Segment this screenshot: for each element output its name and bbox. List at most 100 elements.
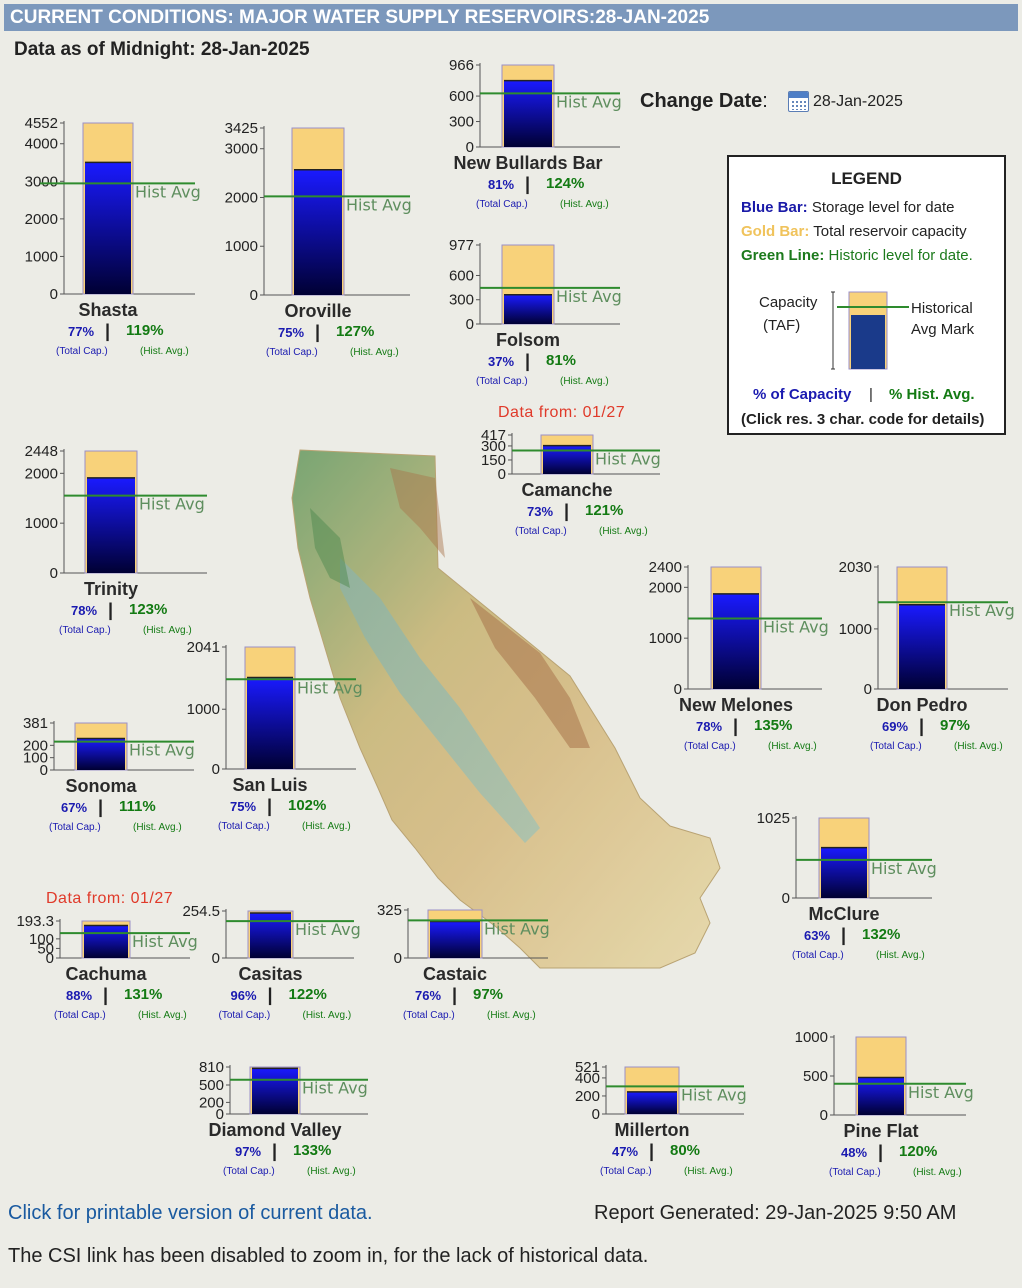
don-pedro-tick-label: 0 bbox=[864, 681, 872, 698]
casitas-hist-avg-sublabel: (Hist. Avg.) bbox=[302, 1010, 352, 1021]
san-luis-pct-capacity: 75% bbox=[230, 799, 257, 814]
legend-pct-capacity: % of Capacity bbox=[753, 386, 852, 403]
diamond-valley-name[interactable]: Diamond Valley bbox=[208, 1120, 342, 1140]
san-luis-storage-bar bbox=[247, 677, 293, 769]
sonoma-hist-avg-sublabel: (Hist. Avg.) bbox=[133, 822, 182, 833]
new-bullards-bar-hist-avg-label: Hist Avg bbox=[556, 92, 622, 111]
legend-hist-label-2: Avg Mark bbox=[911, 321, 975, 338]
san-luis-pct-separator: | bbox=[267, 796, 273, 816]
folsom-chart: 977 600 300 0 Hist Avg bbox=[449, 237, 622, 333]
pine-flat-tick-label: 0 bbox=[820, 1107, 828, 1124]
folsom-tick-label: 300 bbox=[449, 292, 474, 309]
camanche-tick-label: 150 bbox=[481, 452, 506, 469]
sonoma-name[interactable]: Sonoma bbox=[65, 776, 137, 796]
camanche-total-cap-label: (Total Cap.) bbox=[515, 526, 567, 537]
oroville-pct-hist-avg: 127% bbox=[336, 323, 375, 340]
sonoma-pct-separator: | bbox=[98, 797, 104, 817]
sonoma-pct-capacity: 67% bbox=[61, 800, 88, 815]
footer-note: The CSI link has been disabled to zoom i… bbox=[8, 1245, 649, 1267]
casitas-pct-capacity: 96% bbox=[230, 988, 257, 1003]
new-melones-name[interactable]: New Melones bbox=[678, 695, 794, 715]
central-valley bbox=[340, 558, 540, 843]
mcclure-tick-label: 1025 bbox=[757, 810, 790, 827]
castaic-tick-label: 0 bbox=[394, 950, 402, 967]
don-pedro-pct-separator: | bbox=[919, 716, 925, 736]
trinity-chart: 2448 2000 1000 0 Hist Avg bbox=[25, 443, 207, 582]
shasta-total-cap-label: (Total Cap.) bbox=[56, 346, 108, 357]
shasta-tick-label: 4552 bbox=[25, 115, 58, 132]
northern-mountains bbox=[390, 468, 445, 558]
diamond-valley-tick-label: 500 bbox=[199, 1077, 224, 1094]
castaic-pct-capacity: 76% bbox=[415, 988, 442, 1003]
millerton-hist-avg-sublabel: (Hist. Avg.) bbox=[684, 1166, 733, 1177]
pine-flat-pct-hist-avg: 120% bbox=[899, 1143, 938, 1160]
data-as-of: Data as of Midnight: 28-Jan-2025 bbox=[14, 39, 310, 60]
new-bullards-bar-hist-avg-sublabel: (Hist. Avg.) bbox=[560, 199, 609, 210]
new-bullards-bar-tick-label: 0 bbox=[466, 139, 474, 156]
cachuma-total-cap-label: (Total Cap.) bbox=[54, 1010, 106, 1021]
folsom-name[interactable]: Folsom bbox=[495, 330, 561, 350]
millerton-name[interactable]: Millerton bbox=[614, 1120, 690, 1140]
camanche-pct-separator: | bbox=[564, 501, 570, 521]
mcclure-pct-capacity: 63% bbox=[804, 928, 831, 943]
legend-gold-row: Gold Bar: Total reservoir capacity bbox=[741, 223, 967, 240]
trinity-hist-avg-label: Hist Avg bbox=[139, 495, 205, 514]
change-date-value[interactable]: 28-Jan-2025 bbox=[813, 93, 903, 110]
pine-flat-hist-avg-sublabel: (Hist. Avg.) bbox=[913, 1167, 962, 1178]
legend-capacity-label: Capacity bbox=[759, 294, 818, 311]
california-map bbox=[291, 449, 721, 969]
don-pedro-pct-hist-avg: 97% bbox=[940, 717, 971, 734]
castaic-storage-bar bbox=[430, 921, 480, 958]
san-luis-name[interactable]: San Luis bbox=[232, 775, 308, 795]
don-pedro-hist-avg-label: Hist Avg bbox=[949, 601, 1015, 620]
don-pedro-name[interactable]: Don Pedro bbox=[876, 695, 968, 715]
castaic-hist-avg-label: Hist Avg bbox=[484, 919, 550, 938]
oroville-tick-label: 1000 bbox=[225, 238, 258, 255]
new-bullards-bar-chart: 966 600 300 0 Hist Avg bbox=[449, 57, 622, 156]
shasta-name[interactable]: Shasta bbox=[78, 300, 138, 320]
mcclure-name[interactable]: McClure bbox=[808, 904, 880, 924]
millerton-tick-label: 0 bbox=[592, 1106, 600, 1123]
pine-flat-name[interactable]: Pine Flat bbox=[843, 1121, 919, 1141]
oroville-total-cap-label: (Total Cap.) bbox=[266, 347, 318, 358]
report-generated: Report Generated: 29-Jan-2025 9:50 AM bbox=[594, 1202, 957, 1224]
casitas-name[interactable]: Casitas bbox=[238, 964, 303, 984]
shasta-pct-hist-avg: 119% bbox=[126, 322, 164, 339]
folsom-pct-capacity: 37% bbox=[488, 354, 515, 369]
san-luis-chart: 2041 1000 0 Hist Avg bbox=[187, 639, 363, 778]
diamond-valley-hist-avg-label: Hist Avg bbox=[302, 1079, 368, 1098]
new-bullards-bar-tick-label: 600 bbox=[449, 88, 474, 105]
cachuma-pct-separator: | bbox=[103, 985, 109, 1005]
camanche-pct-capacity: 73% bbox=[527, 504, 554, 519]
new-melones-hist-avg-sublabel: (Hist. Avg.) bbox=[768, 741, 817, 752]
trinity-tick-label: 2000 bbox=[25, 465, 58, 482]
cachuma-pct-hist-avg: 131% bbox=[124, 986, 163, 1003]
legend-pct-hist: % Hist. Avg. bbox=[889, 386, 975, 403]
printable-version-link[interactable]: Click for printable version of current d… bbox=[8, 1202, 373, 1224]
castaic-name[interactable]: Castaic bbox=[422, 964, 488, 984]
casitas-pct-separator: | bbox=[267, 985, 273, 1005]
pine-flat-tick-label: 500 bbox=[803, 1068, 828, 1085]
folsom-tick-label: 600 bbox=[449, 267, 474, 284]
diamond-valley-hist-avg-sublabel: (Hist. Avg.) bbox=[307, 1166, 356, 1177]
camanche-tick-label: 300 bbox=[481, 438, 506, 455]
change-date-label: Change Date: bbox=[640, 90, 768, 113]
millerton-pct-capacity: 47% bbox=[612, 1144, 639, 1159]
camanche-name[interactable]: Camanche bbox=[521, 480, 613, 500]
millerton-pct-separator: | bbox=[649, 1141, 655, 1161]
shasta-tick-label: 2000 bbox=[25, 211, 58, 228]
castaic-pct-separator: | bbox=[452, 985, 458, 1005]
oroville-name[interactable]: Oroville bbox=[284, 301, 352, 321]
millerton-storage-bar bbox=[627, 1091, 677, 1114]
calendar-icon[interactable] bbox=[788, 91, 809, 112]
camanche-data-from: Data from: 01/27 bbox=[498, 404, 626, 421]
san-luis-tick-label: 1000 bbox=[187, 701, 220, 718]
cachuma-name[interactable]: Cachuma bbox=[65, 964, 147, 984]
trinity-name[interactable]: Trinity bbox=[83, 579, 139, 599]
new-bullards-bar-name[interactable]: New Bullards Bar bbox=[453, 153, 603, 173]
don-pedro-pct-capacity: 69% bbox=[882, 719, 909, 734]
